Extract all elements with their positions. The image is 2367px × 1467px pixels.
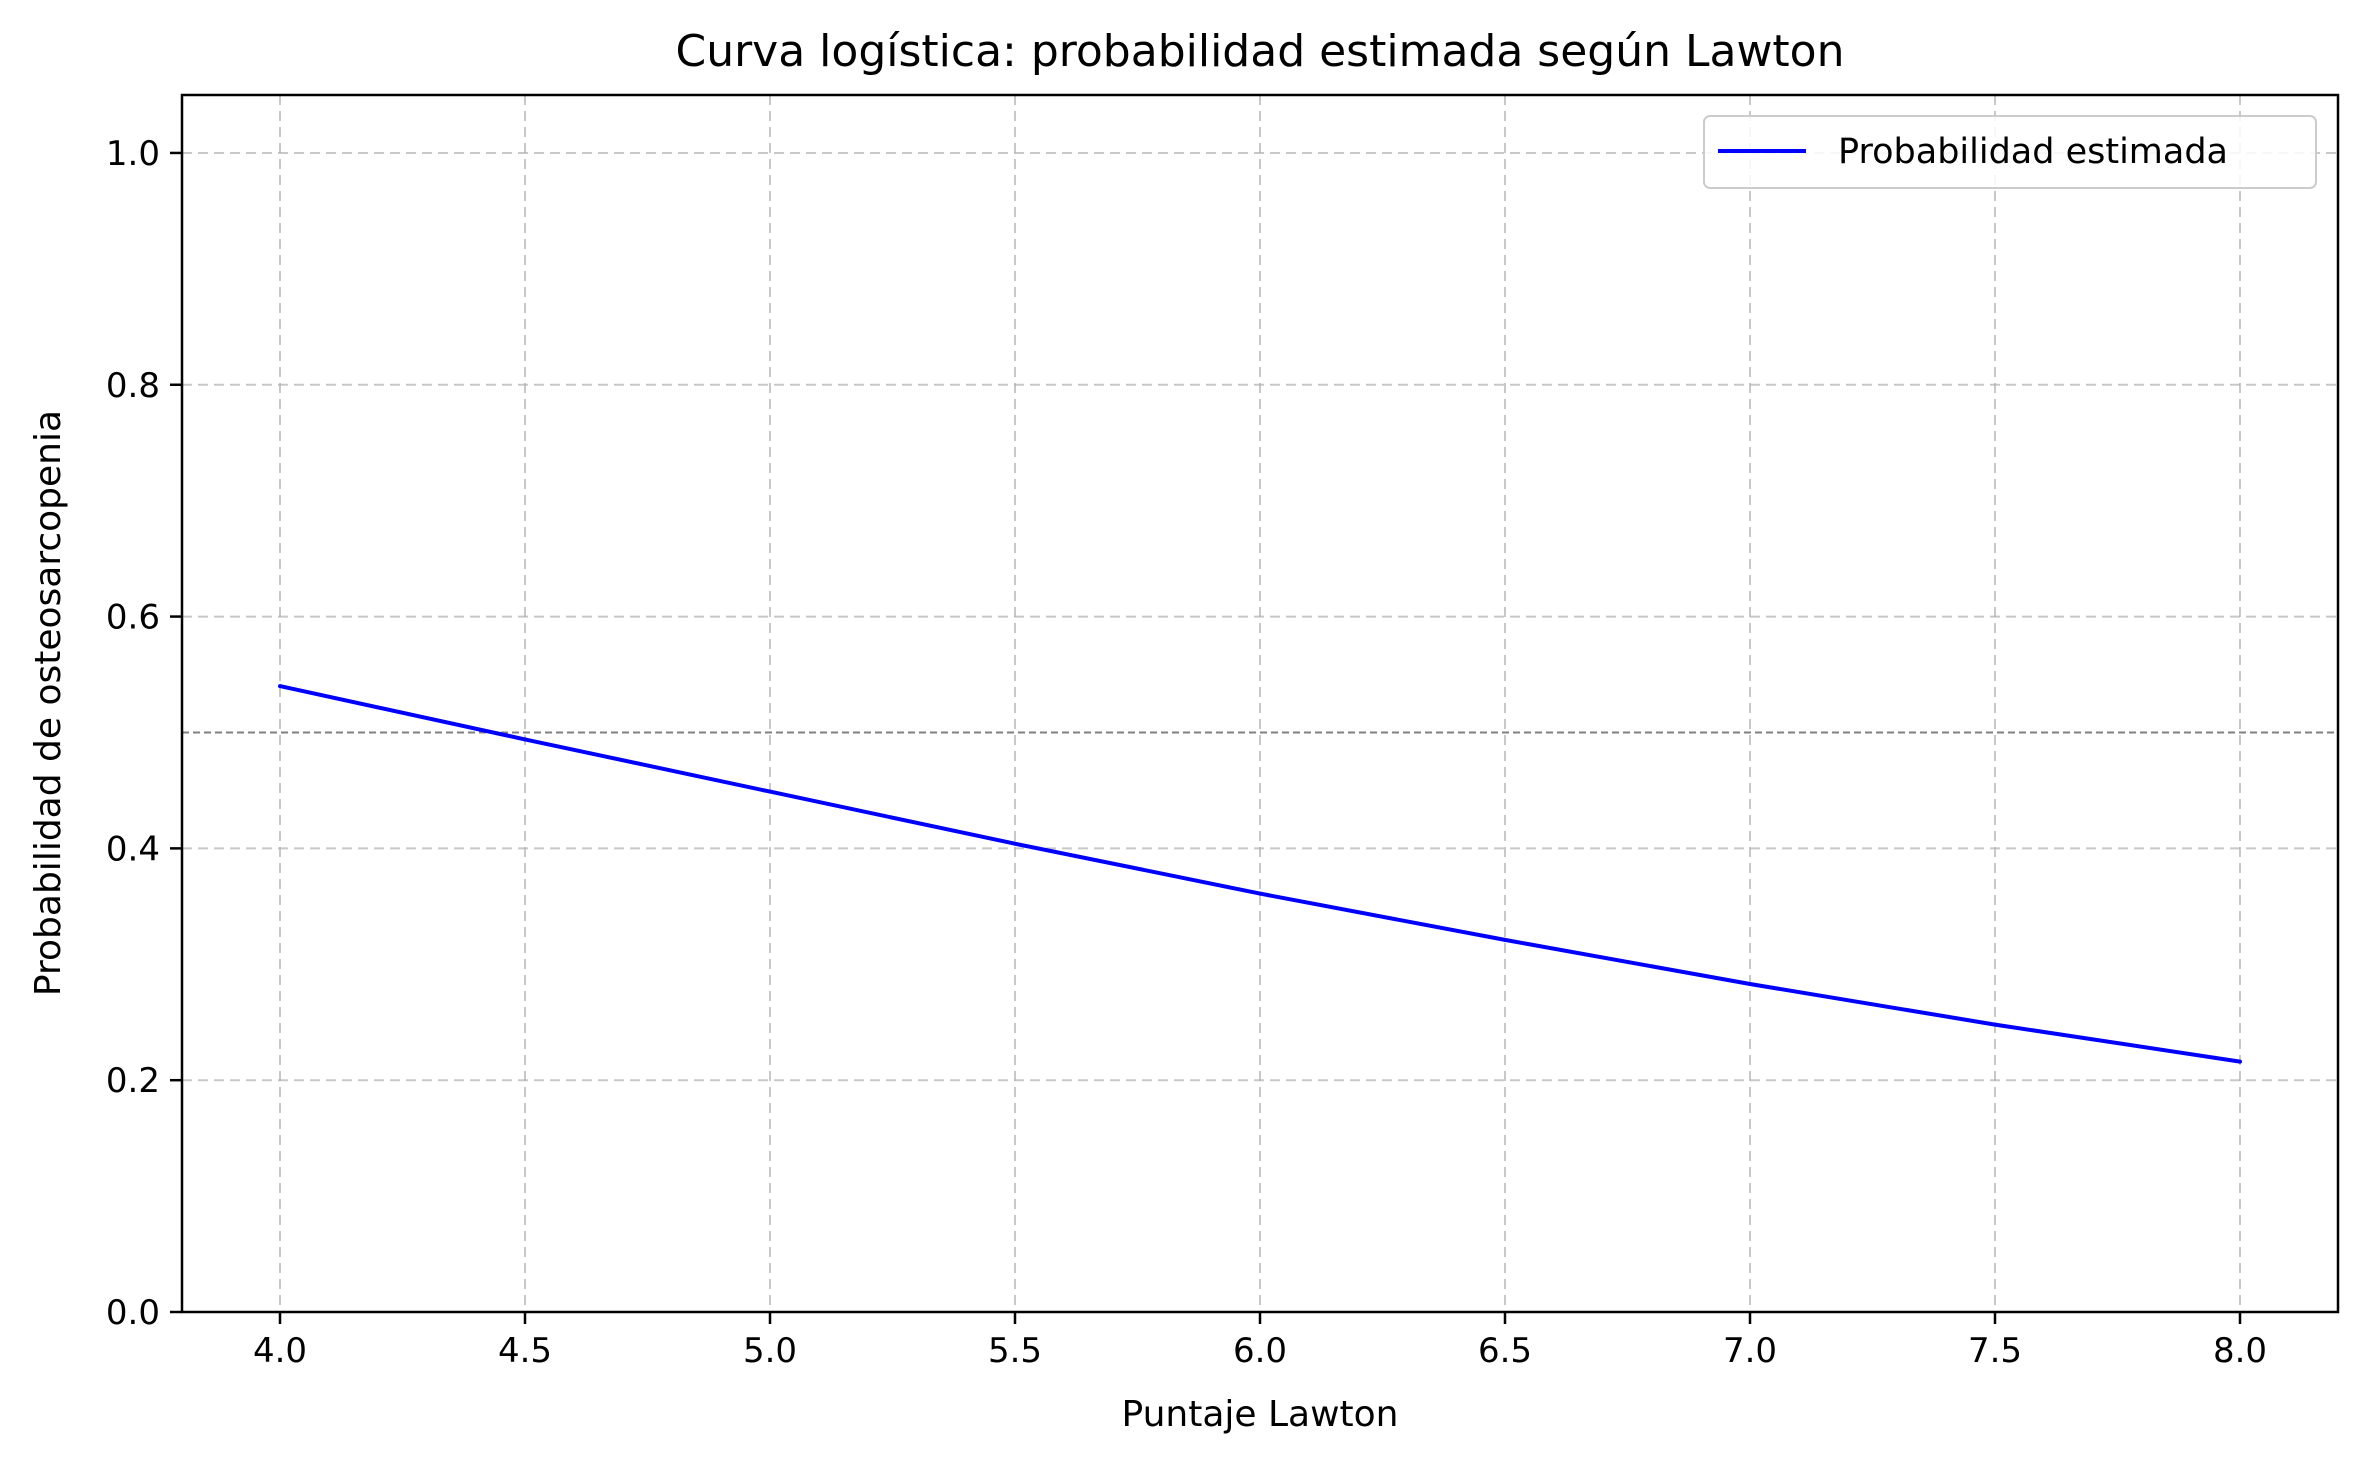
data-point [278,684,282,689]
y-tick-label: 0.0 [106,1293,160,1333]
y-tick-label: 1.0 [106,134,160,174]
data-point [1993,1022,1997,1027]
x-tick-label: 5.5 [988,1331,1042,1371]
data-point [1258,891,1262,896]
series-layer [278,684,2242,1064]
legend: Probabilidad estimada [1703,115,2317,189]
data-point [1013,841,1017,846]
x-tick-label: 4.5 [498,1331,552,1371]
y-tick-label: 0.6 [106,598,160,638]
x-tick-label: 7.5 [1968,1331,2022,1371]
data-point [523,737,527,742]
x-tick-label: 5.0 [743,1331,797,1371]
y-tick-label: 0.2 [106,1061,160,1101]
y-tick-label: 0.8 [106,366,160,406]
x-axis-title: Puntaje Lawton [1122,1394,1399,1435]
y-axis-title: Probabilidad de osteosarcopenia [28,410,69,996]
x-tick-label: 6.5 [1478,1331,1532,1371]
x-tick-label: 6.0 [1233,1331,1287,1371]
data-point [1748,981,1752,986]
x-tick-label: 8.0 [2213,1331,2267,1371]
legend-label: Probabilidad estimada [1838,132,2228,172]
tick-layer: 4.0 4.5 5.0 5.5 6.0 6.5 7.0 7.5 8.0 0.0 0.2 0.4 0.6 0… [106,134,2267,1371]
x-tick-label: 7.0 [1723,1331,1777,1371]
x-tick-label: 4.0 [253,1331,307,1371]
data-point [2238,1059,2242,1064]
data-point [1503,937,1507,942]
chart-title: Curva logística: probabilidad estimada s… [675,26,1844,77]
y-tick-label: 0.4 [106,829,160,869]
data-point [768,789,772,794]
legend-box [1703,115,2317,189]
